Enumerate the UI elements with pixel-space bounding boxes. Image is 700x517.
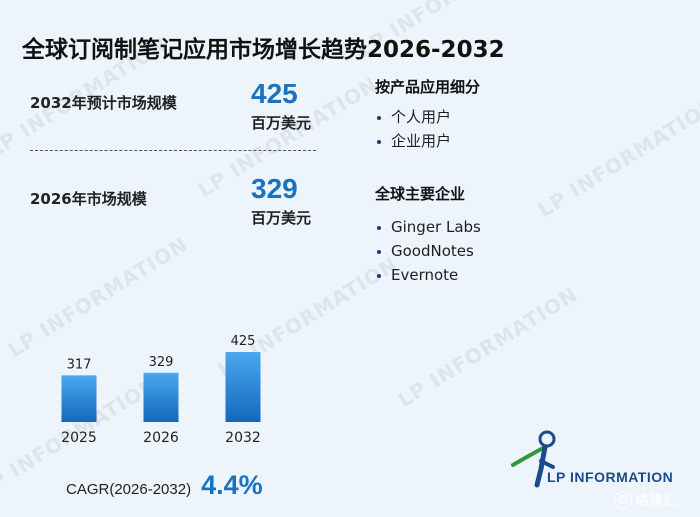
list-item: Evernote [375, 263, 481, 287]
cagr: CAGR(2026-2032) 4.4% [66, 470, 263, 501]
bar-value-label: 329 [149, 355, 174, 370]
category-tick-label: 2025 [61, 430, 97, 446]
category-tick-label: 2026 [143, 430, 179, 446]
segments-list: 个人用户 企业用户 [375, 105, 451, 153]
stat-unit-2026: 百万美元 [251, 209, 312, 227]
stat-label-2026: 2026年市场规模 [30, 190, 147, 208]
logo-icon [511, 430, 556, 488]
stat-block-2032: 425 百万美元 [251, 80, 311, 133]
bar-2025 [61, 375, 97, 422]
badge-text: 格隆汇 [635, 493, 677, 509]
cagr-value: 4.4% [201, 470, 263, 500]
list-item: 个人用户 [375, 105, 451, 129]
list-item: Ginger Labs [375, 215, 481, 239]
stat-value-2032: 425 [251, 78, 298, 109]
stat-label-2032: 2032年预计市场规模 [30, 94, 177, 112]
stat-unit-2032: 百万美元 [251, 114, 312, 132]
stat-block-2026: 329 百万美元 [251, 175, 311, 228]
companies-list: Ginger Labs GoodNotes Evernote [375, 215, 481, 287]
page-title: 全球订阅制笔记应用市场增长趋势2026-2032 [22, 37, 505, 63]
watermark-text: LP INFORMATION [533, 91, 700, 223]
cagr-label: CAGR(2026-2032) [66, 481, 192, 498]
lp-information-logo: LP INFORMATION [505, 425, 675, 490]
companies-title: 全球主要企业 [375, 185, 466, 203]
logo-text: LP INFORMATION [547, 469, 674, 485]
bar-2026 [143, 372, 179, 422]
badge-icon: G [614, 491, 632, 509]
category-tick-label: 2032 [225, 430, 261, 446]
segments-title: 按产品应用细分 [375, 78, 481, 96]
list-item: 企业用户 [375, 129, 451, 153]
source-badge: G 格隆汇 [614, 490, 677, 510]
bar-value-label: 317 [67, 357, 92, 372]
bar-value-label: 425 [231, 334, 256, 349]
watermark-text: LP INFORMATION [393, 281, 583, 413]
list-item: GoodNotes [375, 239, 481, 263]
stat-value-2026: 329 [251, 173, 298, 204]
bar-chart: 317 2025 329 2026 425 2032 [61, 334, 261, 446]
divider [30, 150, 316, 151]
bar-2032 [225, 352, 261, 422]
